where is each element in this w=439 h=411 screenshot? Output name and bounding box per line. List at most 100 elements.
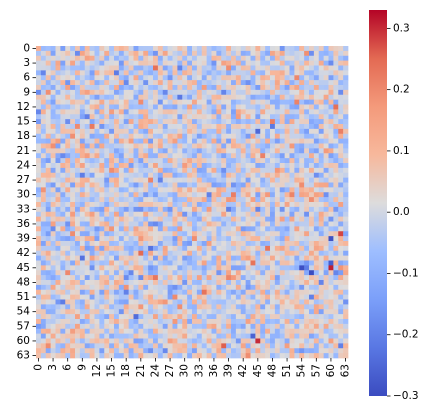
x-tick-label: 54 — [296, 364, 308, 378]
heatmap-cell — [265, 143, 271, 149]
heatmap-cell — [328, 75, 334, 81]
heatmap-cell — [70, 70, 76, 76]
heatmap-cell — [157, 333, 164, 339]
heatmap-cell — [250, 89, 256, 96]
heatmap-cell — [328, 294, 334, 300]
heatmap-cell — [299, 89, 305, 96]
y-tick-label: 3 — [23, 57, 30, 69]
heatmap-cell — [313, 70, 320, 76]
heatmap-cell — [36, 65, 42, 71]
heatmap-cell — [60, 50, 66, 57]
heatmap-cell — [118, 104, 125, 110]
heatmap-cell — [240, 46, 246, 52]
heatmap-cell — [201, 250, 207, 256]
heatmap-cell — [172, 265, 178, 271]
heatmap-cell — [318, 241, 324, 247]
heatmap-cell — [177, 138, 183, 144]
heatmap-cell — [148, 153, 154, 159]
heatmap-cell — [89, 265, 95, 271]
heatmap-cell — [162, 50, 168, 57]
heatmap-cell — [167, 270, 173, 276]
heatmap-cell — [206, 221, 212, 227]
heatmap-cell — [309, 70, 315, 76]
heatmap-cell — [172, 323, 178, 330]
heatmap-cell — [279, 70, 285, 76]
heatmap-cell — [206, 202, 212, 208]
heatmap-cell — [235, 153, 242, 159]
heatmap-cell — [201, 153, 207, 159]
heatmap-cell — [343, 182, 349, 188]
heatmap-cell — [177, 280, 183, 286]
heatmap-cell — [114, 153, 120, 159]
heatmap-cell — [79, 241, 86, 247]
heatmap-cell — [250, 323, 256, 330]
heatmap-cell — [240, 275, 246, 281]
heatmap-cell — [299, 85, 305, 91]
heatmap-cell — [196, 275, 203, 281]
heatmap-cell — [318, 280, 324, 286]
heatmap-cell — [99, 202, 105, 208]
heatmap-cell — [36, 109, 42, 115]
heatmap-cell — [255, 299, 261, 305]
heatmap-cell — [328, 104, 334, 110]
heatmap-cell — [304, 231, 310, 237]
heatmap-cell — [162, 80, 168, 86]
heatmap-cell — [196, 211, 203, 217]
heatmap-cell — [279, 50, 285, 57]
heatmap-cell — [216, 143, 222, 149]
heatmap-cell — [70, 202, 76, 208]
heatmap-cell — [177, 270, 183, 276]
heatmap-cell — [177, 109, 183, 115]
heatmap-cell — [36, 124, 42, 130]
heatmap-cell — [318, 197, 324, 203]
heatmap-cell — [333, 80, 339, 86]
heatmap-cell — [75, 94, 81, 100]
heatmap-cell — [279, 309, 285, 315]
heatmap-cell — [104, 182, 110, 188]
heatmap-cell — [40, 319, 47, 325]
heatmap-cell — [84, 99, 90, 105]
heatmap-cell — [75, 280, 81, 286]
heatmap-cell — [99, 323, 105, 330]
heatmap-cell — [104, 163, 110, 169]
heatmap-cell — [279, 143, 285, 149]
heatmap-cell — [55, 216, 61, 222]
heatmap-cell — [196, 104, 203, 110]
heatmap-cell — [338, 192, 344, 198]
heatmap-cell — [343, 284, 349, 291]
heatmap-cell — [250, 167, 256, 174]
heatmap-cell — [265, 46, 271, 52]
heatmap-cell — [304, 304, 310, 310]
heatmap-cell — [50, 294, 56, 300]
heatmap-cell — [118, 328, 125, 334]
heatmap-cell — [260, 255, 266, 261]
heatmap-cell — [343, 94, 349, 100]
heatmap-cell — [279, 216, 285, 222]
heatmap-cell — [128, 255, 134, 261]
heatmap-cell — [65, 143, 71, 149]
heatmap-cell — [338, 284, 344, 291]
heatmap-cell — [143, 46, 149, 52]
heatmap-cell — [75, 323, 81, 330]
heatmap-cell — [309, 50, 315, 57]
heatmap-cell — [157, 245, 164, 252]
heatmap-cell — [318, 343, 324, 349]
heatmap-cell — [153, 177, 159, 183]
heatmap-cell — [221, 226, 227, 232]
heatmap-cell — [114, 163, 120, 169]
heatmap-cell — [250, 236, 256, 242]
heatmap-cell — [133, 50, 139, 57]
heatmap-cell — [143, 197, 149, 203]
heatmap-cell — [45, 85, 51, 91]
heatmap-cell — [123, 260, 129, 266]
heatmap-cell — [343, 211, 349, 217]
heatmap-cell — [260, 206, 266, 213]
heatmap-cell — [206, 187, 212, 193]
heatmap-cell — [304, 299, 310, 305]
heatmap-cell — [84, 323, 90, 330]
heatmap-cell — [211, 275, 217, 281]
heatmap-cell — [284, 319, 290, 325]
heatmap-cell — [167, 323, 173, 330]
heatmap-cell — [279, 328, 285, 334]
heatmap-cell — [55, 255, 61, 261]
